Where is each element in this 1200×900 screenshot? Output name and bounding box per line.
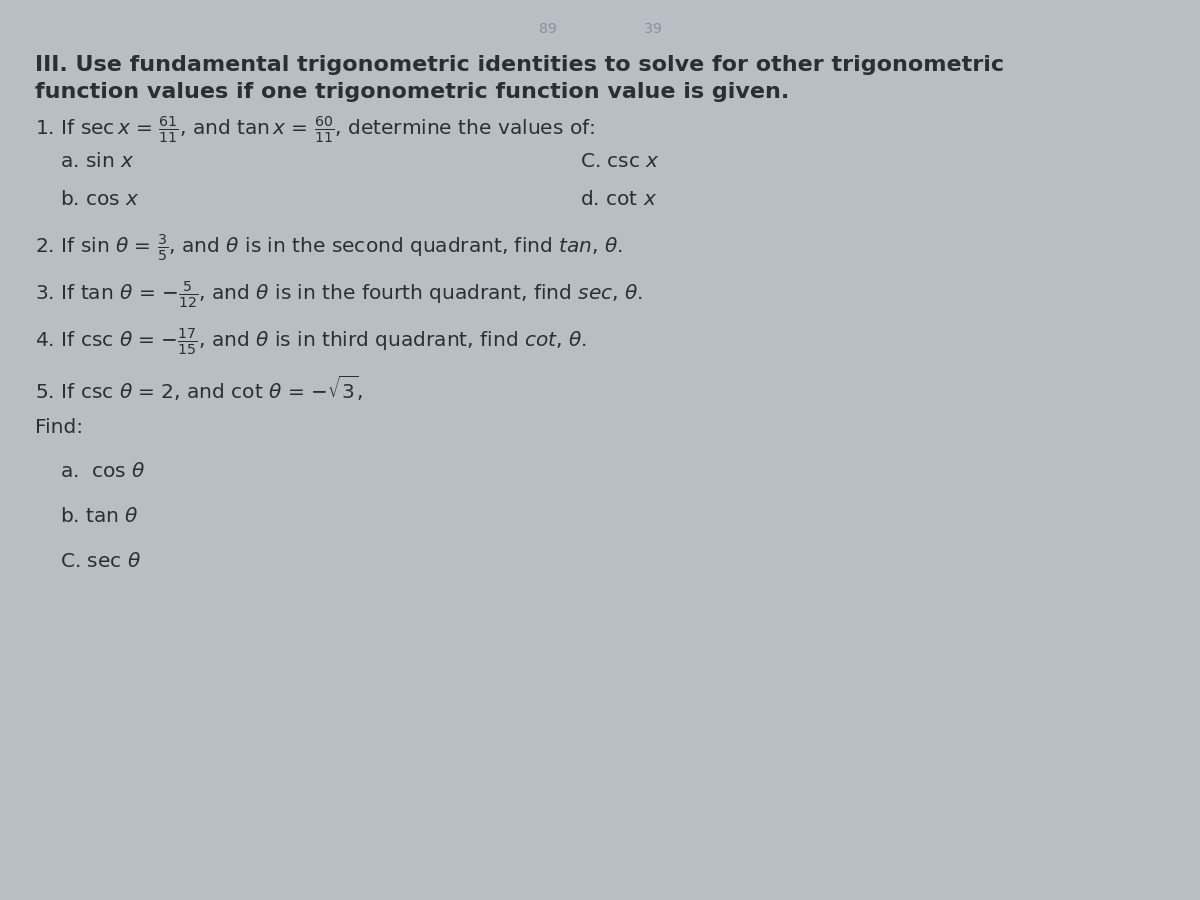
Text: 2. If sin $\theta$ = $\mathregular{\frac{3}{5}}$, and $\theta$ is in the second : 2. If sin $\theta$ = $\mathregular{\frac…: [35, 233, 623, 264]
Text: III. Use fundamental trigonometric identities to solve for other trigonometric: III. Use fundamental trigonometric ident…: [35, 55, 1004, 75]
Text: 89                    39: 89 39: [539, 22, 661, 36]
Text: C. csc $x$: C. csc $x$: [580, 152, 660, 171]
Text: b. tan $\theta$: b. tan $\theta$: [60, 507, 139, 526]
Text: 4. If csc $\theta$ = $-\mathregular{\frac{17}{15}}$, and $\theta$ is in third qu: 4. If csc $\theta$ = $-\mathregular{\fra…: [35, 327, 587, 357]
Text: d. cot $x$: d. cot $x$: [580, 190, 658, 209]
Text: 5. If csc $\theta$ = 2, and cot $\theta$ = $-\sqrt{3}$,: 5. If csc $\theta$ = 2, and cot $\theta$…: [35, 374, 364, 403]
Text: a. sin $x$: a. sin $x$: [60, 152, 134, 171]
Text: Find:: Find:: [35, 418, 83, 437]
Text: C. sec $\theta$: C. sec $\theta$: [60, 552, 142, 571]
Text: b. cos $x$: b. cos $x$: [60, 190, 140, 209]
Text: 3. If tan $\theta$ = $-\mathregular{\frac{5}{12}}$, and $\theta$ is in the fourt: 3. If tan $\theta$ = $-\mathregular{\fra…: [35, 280, 643, 310]
Text: a.  cos $\theta$: a. cos $\theta$: [60, 462, 145, 481]
Text: 1. If sec$\,x$ = $\mathregular{\frac{61}{11}}$, and tan$\,x$ = $\mathregular{\fr: 1. If sec$\,x$ = $\mathregular{\frac{61}…: [35, 115, 595, 145]
Text: function values if one trigonometric function value is given.: function values if one trigonometric fun…: [35, 82, 790, 102]
